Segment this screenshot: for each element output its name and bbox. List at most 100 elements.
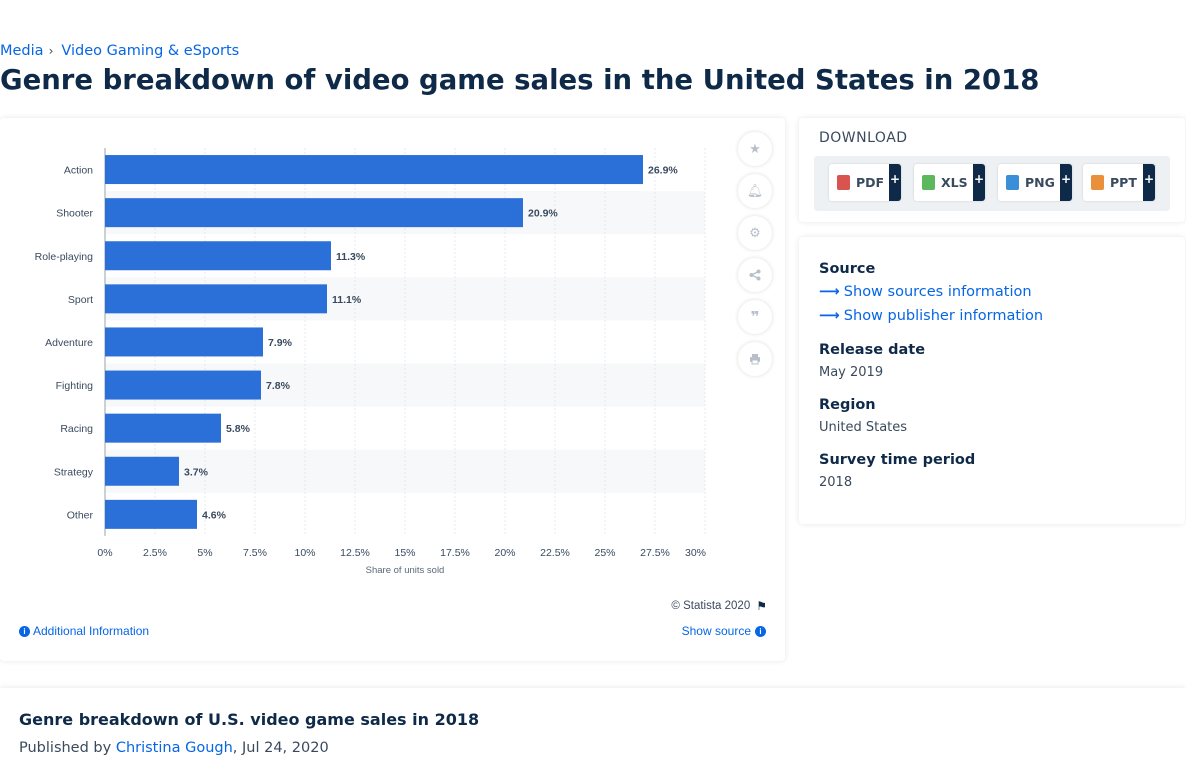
bar-role-playing: [105, 241, 331, 271]
category-label: Adventure: [45, 337, 93, 349]
data-label: 7.8%: [266, 380, 291, 392]
print-button[interactable]: [738, 342, 772, 376]
x-tick-label: 22.5%: [540, 547, 570, 559]
download-xls-button[interactable]: XLS +: [914, 164, 985, 201]
category-label: Role-playing: [35, 251, 94, 263]
copyright-notice: © Statista 2020 ⚑: [671, 599, 767, 613]
category-label: Racing: [60, 423, 93, 435]
show-source-link[interactable]: Show source i: [682, 624, 766, 638]
region-value: United States: [819, 420, 908, 435]
plus-icon: +: [1143, 164, 1155, 201]
pdf-file-icon: [837, 175, 850, 190]
show-publisher-link[interactable]: ⟶ Show publisher information: [819, 308, 1043, 324]
download-pdf-label: PDF: [856, 175, 885, 190]
x-tick-label: 15%: [394, 547, 415, 559]
info-icon: i: [19, 625, 30, 637]
source-label: Source: [819, 261, 876, 277]
download-png-label: PNG: [1025, 175, 1055, 190]
category-label: Action: [64, 165, 93, 177]
bar-action: [105, 155, 643, 185]
share-button[interactable]: [738, 258, 772, 292]
star-icon: ★: [749, 141, 761, 157]
png-file-icon: [1006, 175, 1019, 190]
settings-button[interactable]: ⚙: [738, 216, 772, 250]
author-link[interactable]: Christina Gough: [115, 740, 233, 756]
breadcrumb-separator-icon: ›: [48, 44, 54, 58]
x-tick-label: 30%: [685, 547, 706, 559]
x-tick-label: 10%: [294, 547, 315, 559]
release-date-value: May 2019: [819, 365, 884, 380]
download-xls-label: XLS: [941, 175, 968, 190]
additional-information-label: Additional Information: [33, 624, 150, 638]
show-sources-link[interactable]: ⟶ Show sources information: [819, 284, 1032, 300]
arrow-right-icon: ⟶: [819, 308, 840, 324]
page-title: Genre breakdown of video game sales in t…: [0, 64, 1040, 96]
bar-shooter: [105, 198, 523, 228]
breadcrumb-item-media[interactable]: Media: [0, 43, 44, 59]
data-label: 4.6%: [202, 509, 227, 521]
data-label: 20.9%: [528, 208, 558, 220]
data-label: 11.3%: [336, 251, 366, 263]
published-by: Published by Christina Gough, Jul 24, 20…: [19, 740, 329, 756]
x-tick-label: 20%: [494, 547, 515, 559]
bar-racing: [105, 413, 221, 443]
download-title: DOWNLOAD: [819, 130, 908, 146]
notification-button[interactable]: 🔔︎: [738, 174, 772, 208]
statistic-info-panel: Source ⟶ Show sources information ⟶ Show p…: [799, 237, 1185, 524]
plus-icon: +: [1060, 164, 1072, 201]
show-publisher-label: Show publisher information: [843, 308, 1044, 324]
cite-button[interactable]: ❞: [738, 300, 772, 334]
data-label: 26.9%: [648, 165, 678, 177]
chart-toolbar: ★ 🔔︎ ⚙ ❞: [738, 132, 772, 384]
region-label: Region: [819, 397, 876, 413]
category-label: Fighting: [56, 380, 94, 392]
x-tick-label: 17.5%: [440, 547, 470, 559]
share-icon: [749, 269, 761, 281]
x-tick-label: 12.5%: [340, 547, 370, 559]
print-icon: [750, 354, 760, 365]
bell-icon: 🔔︎: [746, 183, 764, 199]
ppt-file-icon: [1091, 175, 1104, 190]
arrow-right-icon: ⟶: [819, 284, 840, 300]
download-ppt-button[interactable]: PPT +: [1083, 164, 1155, 201]
category-label: Shooter: [56, 208, 93, 220]
release-date-label: Release date: [819, 342, 926, 358]
show-sources-label: Show sources information: [843, 284, 1032, 300]
copyright-text: © Statista 2020: [671, 600, 751, 612]
info-icon: i: [755, 625, 766, 637]
additional-information-link[interactable]: i Additional Information: [19, 624, 149, 638]
data-label: 11.1%: [332, 294, 362, 306]
plus-icon: +: [973, 164, 985, 201]
flag-icon[interactable]: ⚑: [756, 599, 767, 613]
category-label: Sport: [68, 294, 93, 306]
bar-adventure: [105, 327, 263, 357]
x-tick-label: 2.5%: [143, 547, 167, 559]
bar-other: [105, 499, 197, 529]
x-tick-label: 7.5%: [243, 547, 267, 559]
download-panel: DOWNLOAD PDF + XLS + PNG + PPT +: [799, 118, 1185, 222]
download-png-button[interactable]: PNG +: [998, 164, 1072, 201]
breadcrumb: Media › Video Gaming & eSports: [0, 43, 239, 59]
favorite-button[interactable]: ★: [738, 132, 772, 166]
description-title: Genre breakdown of U.S. video game sales…: [19, 710, 480, 729]
quote-icon: ❞: [750, 308, 760, 326]
download-pdf-button[interactable]: PDF +: [829, 164, 901, 201]
chart-card: Action 26.9% Shooter 20.9% Role-playing 11.3%…: [0, 118, 785, 661]
description-card: Genre breakdown of U.S. video game sales…: [0, 688, 1186, 760]
survey-period-label: Survey time period: [819, 452, 976, 468]
published-prefix: Published by: [19, 740, 112, 756]
bar-strategy: [105, 456, 179, 486]
x-tick-label: 25%: [594, 547, 615, 559]
category-label: Strategy: [54, 466, 94, 478]
data-label: 7.9%: [268, 337, 293, 349]
plus-icon: +: [889, 164, 901, 201]
xls-file-icon: [922, 175, 935, 190]
x-tick-label: 5%: [197, 547, 212, 559]
category-label: Other: [67, 509, 94, 521]
data-label: 3.7%: [184, 466, 209, 478]
x-tick-label: 0%: [97, 547, 112, 559]
x-tick-label: 27.5%: [640, 547, 670, 559]
breadcrumb-item-video-gaming[interactable]: Video Gaming & eSports: [61, 43, 240, 59]
gear-icon: ⚙: [749, 225, 761, 241]
bar-sport: [105, 284, 327, 314]
